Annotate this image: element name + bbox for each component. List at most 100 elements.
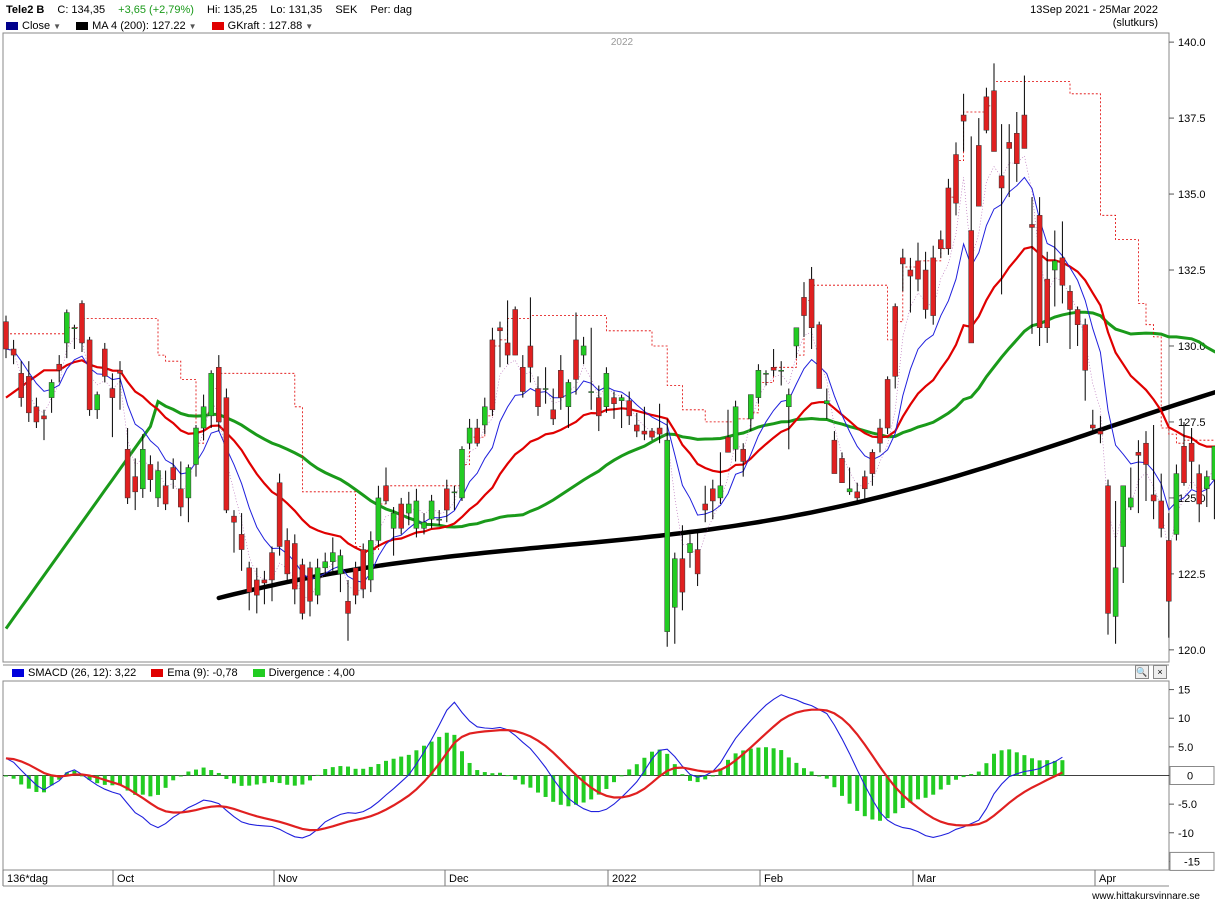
divergence-bar (680, 774, 685, 776)
candle-down (611, 397, 617, 404)
divergence-bar (619, 775, 624, 777)
candle-up (390, 512, 397, 529)
dropdown-arrow-icon[interactable]: ▼ (305, 22, 314, 31)
magnify-icon[interactable]: 🔍 (1135, 665, 1149, 679)
candle-down (953, 154, 959, 204)
candle-up (1112, 567, 1119, 617)
candle-down (1196, 473, 1202, 505)
divergence-bar (270, 775, 274, 783)
divergence-bar (1052, 760, 1057, 776)
legend-label: Ema (9): -0,78 (167, 667, 238, 679)
candle-down (960, 114, 967, 122)
divergence-bar (1037, 760, 1042, 776)
dropdown-arrow-icon[interactable]: ▼ (188, 22, 197, 31)
price-legend: Close ▼ MA 4 (200): 127.22 ▼ GKraft : 127.… (6, 20, 325, 32)
candle-down (261, 579, 268, 584)
candle-down (1006, 142, 1012, 149)
divergence-bar (133, 775, 138, 795)
macd-tick-label: -5.0 (1178, 799, 1197, 811)
candle-up (687, 543, 693, 553)
candle-down (383, 485, 389, 502)
close-icon[interactable]: × (1153, 665, 1167, 679)
candle-up (1173, 473, 1180, 535)
candle-down (702, 503, 708, 511)
time-tick-label: Nov (278, 873, 298, 885)
candle-down (512, 309, 518, 356)
divergence-bar (779, 750, 784, 776)
divergence-bar (239, 775, 244, 786)
divergence-bar (938, 775, 943, 790)
candle-down (269, 552, 275, 581)
legend-item-ema[interactable]: Ema (9): -0,78 (151, 667, 238, 679)
candle-down (474, 427, 480, 444)
candle-up (406, 503, 412, 514)
candle-down (869, 452, 876, 474)
candle-down (109, 388, 116, 398)
candle-down (656, 427, 663, 435)
legend-label: Divergence : 4,00 (268, 667, 355, 679)
legend-item-gkraft[interactable]: GKraft : 127.88 ▼ (211, 20, 314, 32)
candle-down (892, 306, 898, 377)
candle-up (1128, 497, 1134, 508)
candle-down (770, 367, 777, 371)
candle-down (626, 400, 632, 417)
divergence-bar (916, 775, 920, 800)
candle-up (208, 373, 214, 417)
divergence-bar (885, 775, 890, 819)
legend-item-divergence[interactable]: Divergence : 4,00 (252, 667, 355, 679)
legend-label: SMACD (26, 12): 3,22 (28, 667, 137, 679)
candle-up (71, 327, 78, 329)
divergence-bar (308, 775, 312, 781)
candle-down (1143, 442, 1149, 465)
candle-down (1188, 442, 1195, 462)
candle-down (132, 476, 138, 493)
candle-up (421, 521, 427, 529)
candle-down (504, 342, 511, 356)
smacd-swatch (12, 669, 24, 678)
candle-down (740, 449, 746, 462)
time-tick-label: 2022 (612, 873, 636, 885)
candle-down (535, 388, 541, 408)
candle-down (33, 406, 40, 423)
candle-up (793, 327, 800, 347)
macd-tick-label: 5.0 (1178, 742, 1193, 754)
candle-down (694, 549, 701, 575)
divergence-bar (900, 775, 905, 809)
legend-item-smacd[interactable]: SMACD (26, 12): 3,22 (12, 667, 136, 679)
divergence-bar (862, 775, 867, 817)
macd-tick-label: 10 (1178, 713, 1190, 725)
divergence-bar (650, 751, 654, 776)
divergence-bar (657, 749, 662, 776)
divergence-swatch (252, 669, 265, 678)
legend-item-ma200[interactable]: MA 4 (200): 127.22 ▼ (76, 20, 197, 32)
low-value: Lo: 131,35 (270, 4, 323, 16)
divergence-bar (840, 775, 844, 796)
candle-down (1097, 430, 1104, 435)
candle-down (41, 415, 47, 420)
candle-up (755, 370, 762, 398)
divergence-bar (277, 775, 282, 784)
divergence-bar (72, 770, 77, 776)
candle-down (276, 482, 283, 547)
candle-up (672, 558, 678, 608)
divergence-bar (490, 773, 495, 776)
candle-down (877, 427, 883, 444)
legend-item-close[interactable]: Close ▼ (6, 20, 61, 32)
price-tick-label: 130.0 (1178, 341, 1206, 353)
divergence-bar (422, 745, 426, 776)
divergence-bar (733, 753, 738, 776)
candle-up (618, 397, 625, 401)
divergence-bar (847, 775, 852, 804)
candle-down (991, 90, 997, 152)
divergence-bar (999, 750, 1004, 776)
divergence-bar (794, 762, 799, 776)
candle-down (596, 397, 602, 417)
candle-down (915, 260, 921, 280)
divergence-bar (672, 764, 677, 776)
divergence-bar (992, 753, 996, 776)
divergence-bar (756, 747, 761, 776)
divergence-bar (604, 775, 609, 789)
candle-down (801, 297, 807, 316)
dropdown-arrow-icon[interactable]: ▼ (53, 22, 62, 31)
high-value: Hi: 135,25 (207, 4, 258, 16)
